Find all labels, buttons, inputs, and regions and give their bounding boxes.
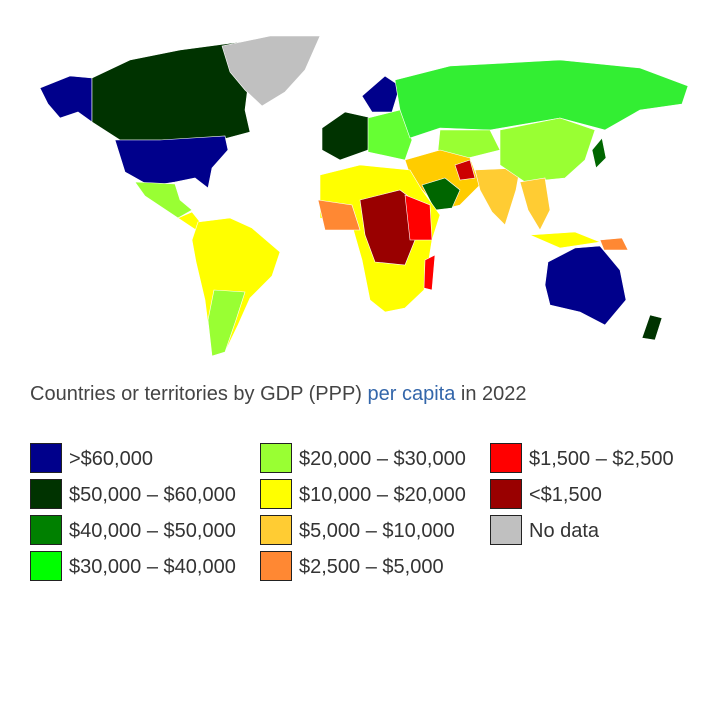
australia bbox=[544, 245, 627, 326]
legend-item: <$1,500 bbox=[490, 477, 716, 513]
legend-label: $2,500 – $5,000 bbox=[299, 556, 444, 578]
southern-cone bbox=[207, 289, 246, 357]
legend-label: $20,000 – $30,000 bbox=[299, 448, 466, 470]
legend-item: $30,000 – $40,000 bbox=[30, 549, 256, 585]
legend-swatch bbox=[490, 479, 522, 509]
legend-label: $10,000 – $20,000 bbox=[299, 484, 466, 506]
legend-item: No data bbox=[490, 513, 716, 549]
southeast-asia bbox=[519, 177, 551, 231]
map-caption: Countries or territories by GDP (PPP) pe… bbox=[30, 383, 527, 406]
alaska bbox=[39, 75, 93, 123]
kazakhstan bbox=[437, 129, 501, 161]
legend-swatch bbox=[490, 443, 522, 473]
indonesia bbox=[529, 231, 602, 249]
legend-item: $20,000 – $30,000 bbox=[260, 441, 486, 477]
caption-link[interactable]: per capita bbox=[367, 383, 456, 405]
legend-item: $40,000 – $50,000 bbox=[30, 513, 256, 549]
legend-swatch bbox=[30, 515, 62, 545]
usa bbox=[114, 135, 229, 189]
legend-label: No data bbox=[529, 520, 600, 542]
legend-swatch bbox=[30, 479, 62, 509]
new-zealand bbox=[641, 314, 663, 341]
europe-west bbox=[321, 111, 373, 161]
legend-column: $20,000 – $30,000 $10,000 – $20,000 $5,000… bbox=[260, 441, 486, 585]
legend-swatch bbox=[30, 551, 62, 581]
caption-text: in 2022 bbox=[460, 383, 527, 405]
legend-column: >$60,000 $50,000 – $60,000 $40,000 – $50,0… bbox=[30, 441, 256, 585]
legend-label: $50,000 – $60,000 bbox=[69, 484, 236, 506]
south-america bbox=[191, 217, 281, 357]
russia bbox=[394, 59, 689, 139]
legend-label: <$1,500 bbox=[529, 484, 602, 506]
world-map bbox=[39, 35, 689, 357]
legend-item: $5,000 – $10,000 bbox=[260, 513, 486, 549]
legend-column: $1,500 – $2,500 <$1,500 No data bbox=[490, 441, 716, 549]
legend-swatch bbox=[490, 515, 522, 545]
legend-item: $2,500 – $5,000 bbox=[260, 549, 486, 585]
legend-swatch bbox=[260, 479, 292, 509]
legend-item: $10,000 – $20,000 bbox=[260, 477, 486, 513]
caption-text: Countries or territories by GDP (PPP) bbox=[30, 383, 362, 405]
legend-item: $50,000 – $60,000 bbox=[30, 477, 256, 513]
mexico bbox=[134, 181, 193, 219]
madagascar bbox=[423, 254, 436, 291]
japan bbox=[591, 137, 607, 169]
east-africa bbox=[404, 194, 433, 241]
europe-east bbox=[367, 109, 413, 161]
china bbox=[499, 117, 596, 183]
legend-item: >$60,000 bbox=[30, 441, 256, 477]
west-africa bbox=[317, 199, 361, 231]
legend-label: $5,000 – $10,000 bbox=[299, 520, 455, 542]
central-africa bbox=[359, 189, 421, 266]
legend-label: $30,000 – $40,000 bbox=[69, 556, 236, 578]
greenland bbox=[221, 35, 321, 107]
legend-label: $40,000 – $50,000 bbox=[69, 520, 236, 542]
legend-swatch bbox=[30, 443, 62, 473]
afghanistan bbox=[454, 159, 476, 181]
legend-label: >$60,000 bbox=[69, 448, 153, 470]
legend-swatch bbox=[260, 443, 292, 473]
legend-swatch bbox=[260, 551, 292, 581]
legend-swatch bbox=[260, 515, 292, 545]
legend-item: $1,500 – $2,500 bbox=[490, 441, 716, 477]
new-guinea bbox=[599, 237, 629, 251]
legend-label: $1,500 – $2,500 bbox=[529, 448, 674, 470]
scandinavia bbox=[361, 75, 401, 113]
india bbox=[474, 167, 521, 226]
